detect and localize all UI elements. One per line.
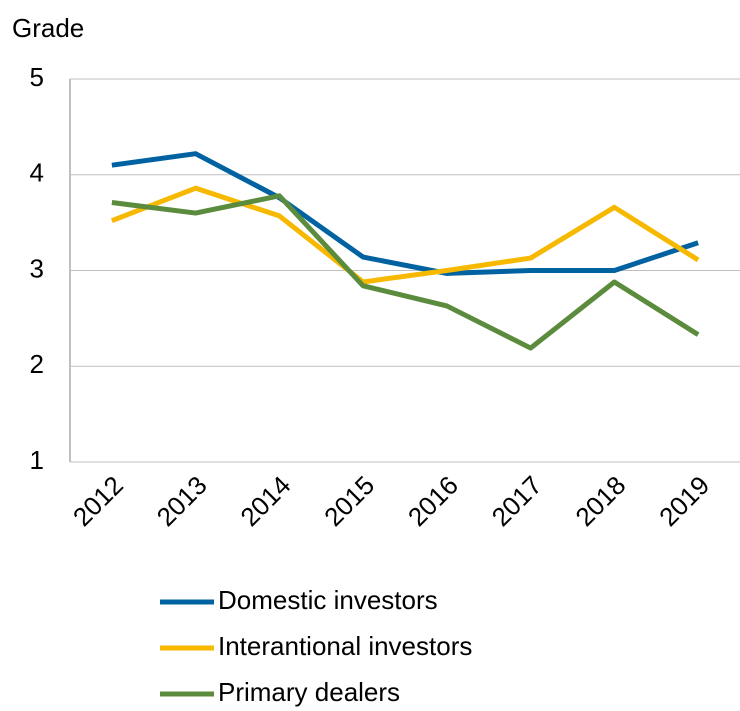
x-tick-label: 2017 [486, 470, 548, 532]
series-line [111, 193, 700, 351]
x-tick-label: 2018 [569, 470, 631, 532]
x-tick-label: 2015 [318, 470, 380, 532]
y-tick-label: 1 [30, 445, 44, 475]
y-tick-label: 5 [30, 62, 44, 92]
y-tick-label: 4 [30, 158, 44, 188]
x-tick-label: 2014 [234, 470, 296, 532]
legend-label: Interantional investors [218, 631, 472, 661]
x-tick-label: 2019 [653, 470, 715, 532]
x-tick-label: 2012 [67, 470, 129, 532]
x-tick-label: 2013 [151, 470, 213, 532]
legend-label: Domestic investors [218, 585, 438, 615]
y-tick-label: 2 [30, 349, 44, 379]
series-line [111, 151, 699, 276]
x-tick-label: 2016 [402, 470, 464, 532]
y-tick-label: 3 [30, 253, 44, 283]
y-axis-label: Grade [12, 13, 84, 43]
series-line [110, 185, 700, 285]
legend-label: Primary dealers [218, 677, 400, 707]
